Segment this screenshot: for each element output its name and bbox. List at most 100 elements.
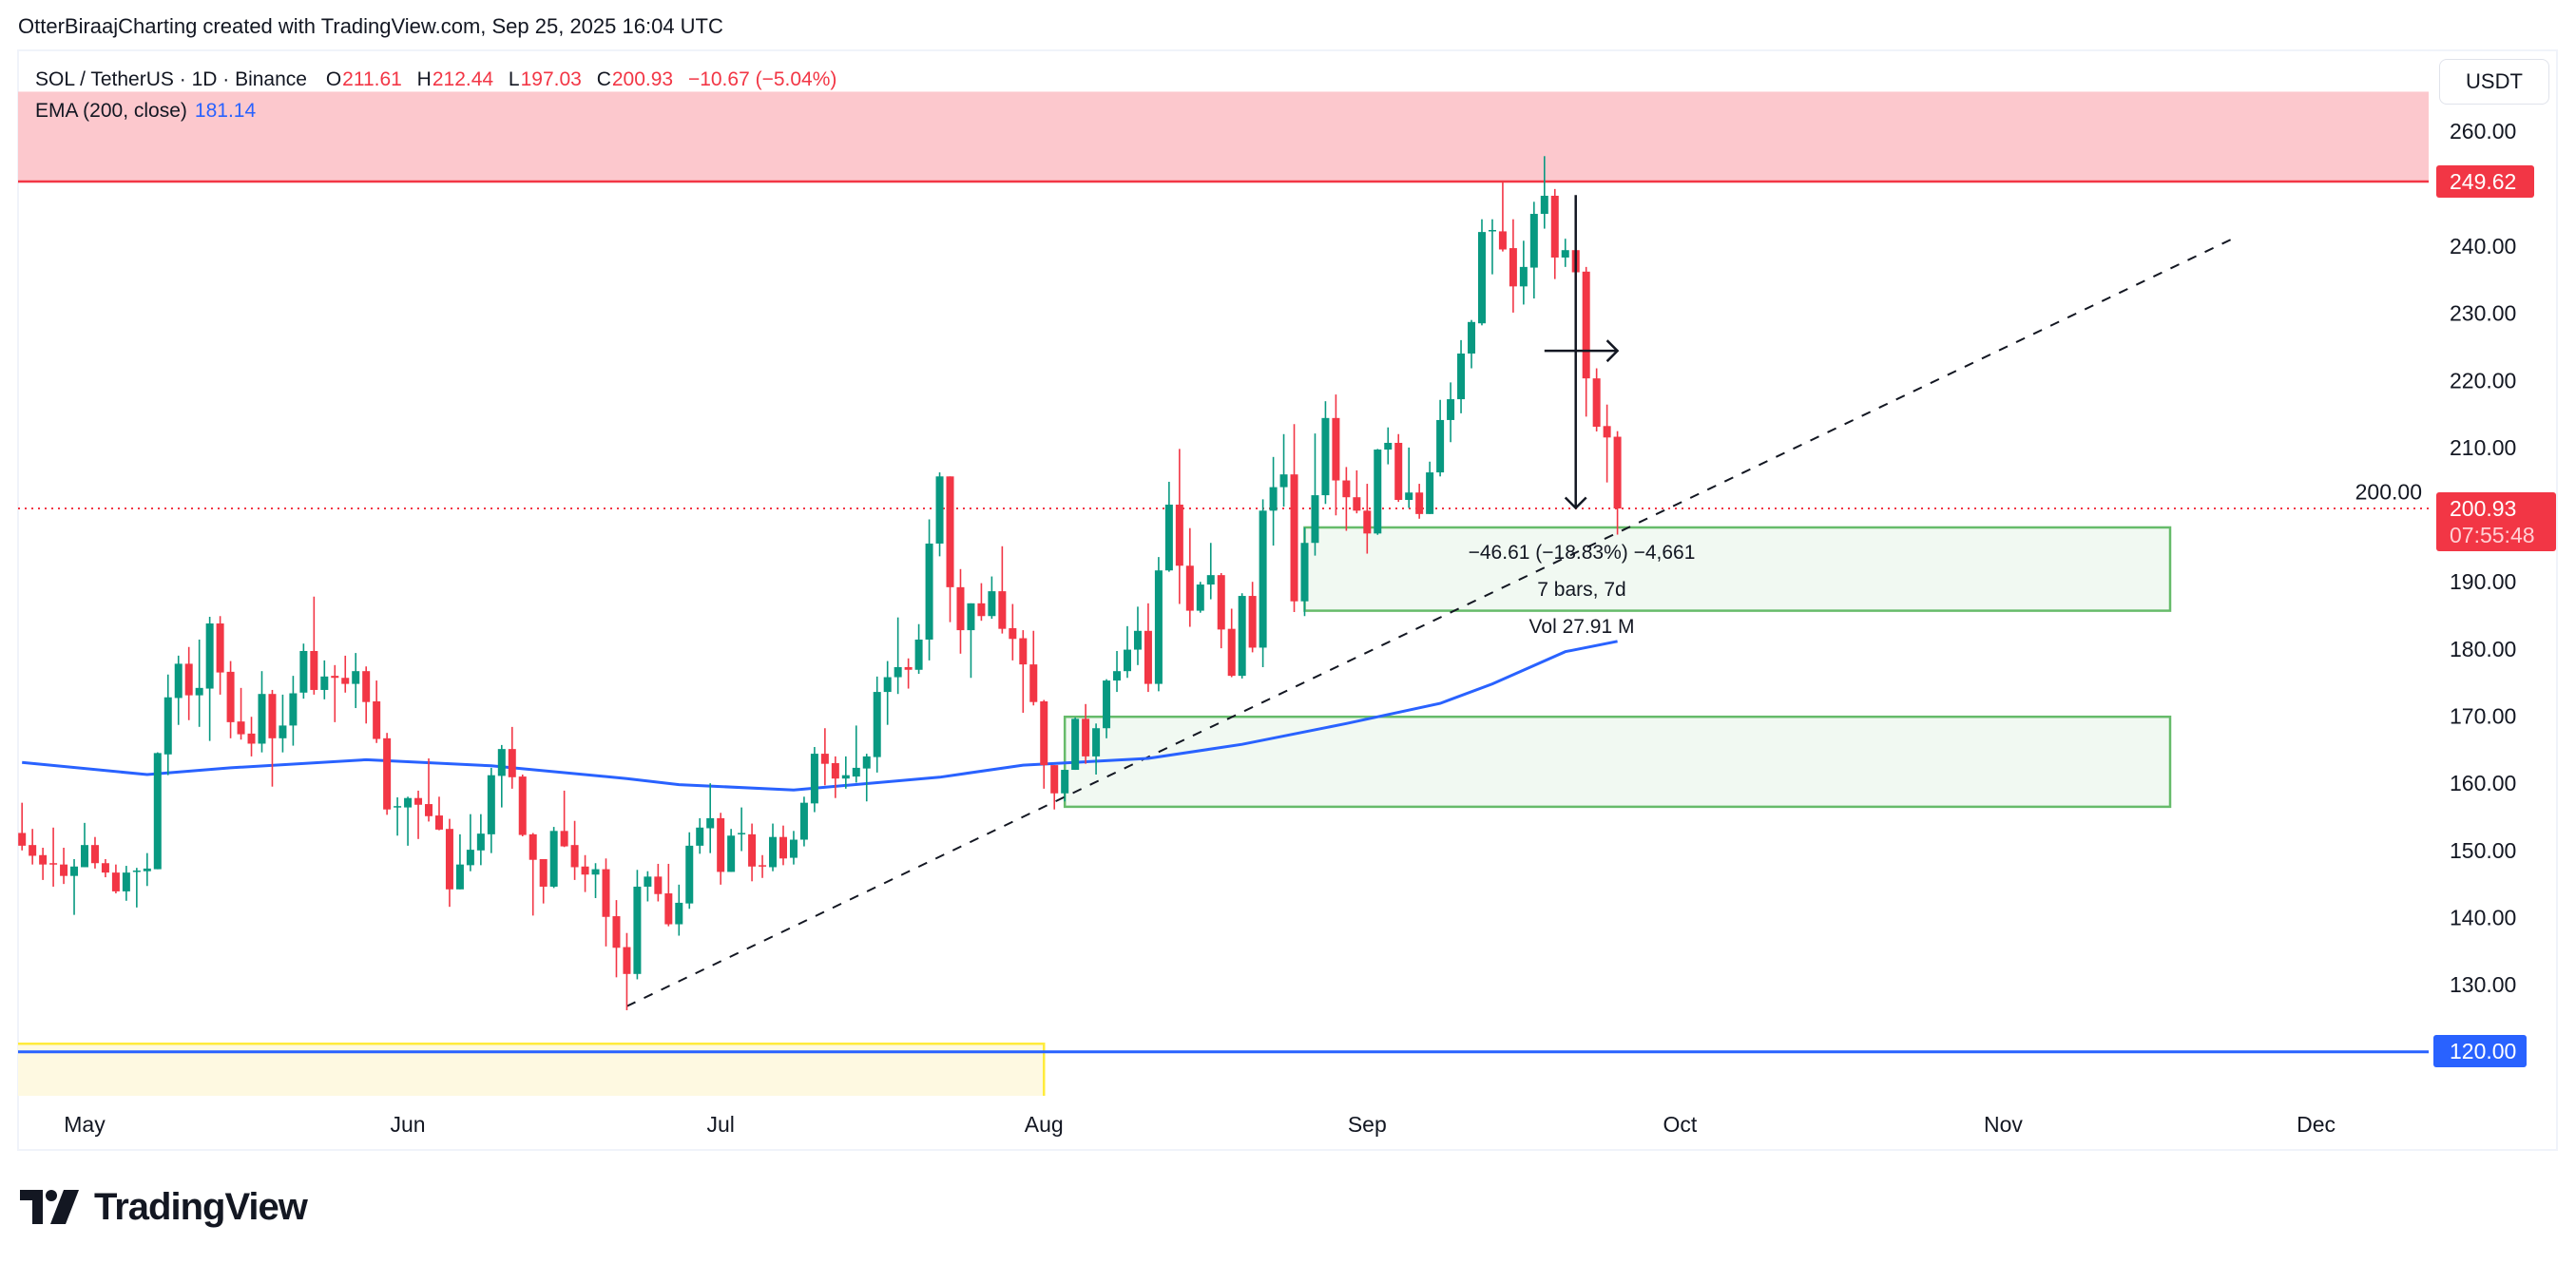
candle-body: [988, 591, 996, 617]
candle: [237, 687, 245, 740]
candle: [591, 863, 600, 898]
candle-body: [1029, 664, 1038, 702]
support-price-label: 120.00: [2433, 1035, 2527, 1067]
candle-body: [476, 833, 485, 851]
candle: [1248, 582, 1257, 653]
candle-body: [143, 868, 151, 871]
candle-body: [654, 876, 663, 894]
candle-body: [1300, 543, 1309, 602]
symbol-legend[interactable]: SOL / TetherUS · 1D · Binance O211.61 H2…: [35, 68, 846, 91]
candle-body: [1154, 570, 1163, 684]
candle-body: [759, 865, 767, 867]
candle-body: [946, 476, 954, 587]
drawings-lines: [18, 180, 2429, 1054]
candle: [1259, 499, 1267, 667]
candle: [1342, 467, 1351, 531]
price-pane[interactable]: [18, 91, 2429, 1099]
close-label: C: [596, 68, 611, 90]
symbol-name[interactable]: SOL / TetherUS · 1D · Binance: [35, 68, 307, 90]
time-tick-label: Dec: [2297, 1112, 2336, 1137]
candle-body: [39, 854, 48, 865]
candle-body: [1103, 680, 1111, 729]
candle-body: [1498, 231, 1507, 250]
candle-body: [122, 872, 130, 891]
time-tick-label: Jul: [706, 1112, 734, 1137]
candle: [414, 790, 423, 839]
candle-body: [1019, 638, 1028, 665]
low-label: L: [508, 68, 520, 90]
chart-frame: [17, 49, 2558, 1151]
candle: [1061, 770, 1069, 802]
candle: [1394, 433, 1403, 503]
candle: [373, 680, 381, 743]
candle: [738, 807, 746, 852]
ema-legend[interactable]: EMA (200, close) 181.14: [35, 100, 256, 123]
candle-body: [1061, 770, 1069, 794]
candle-body: [1374, 450, 1382, 534]
candle-body: [341, 678, 350, 684]
candle-body: [539, 858, 548, 887]
candle: [810, 747, 818, 813]
candle: [873, 676, 881, 773]
candle-body: [60, 864, 68, 876]
candle-body: [1540, 195, 1548, 215]
candle: [967, 603, 975, 679]
candle: [1050, 765, 1059, 810]
candle-body: [1269, 487, 1278, 511]
candle: [1113, 650, 1122, 693]
candle: [174, 655, 183, 725]
candle: [362, 666, 371, 724]
candle-body: [1415, 492, 1424, 514]
candle-body: [570, 845, 579, 868]
candle: [466, 814, 474, 871]
candle-body: [18, 833, 27, 846]
candle: [247, 717, 256, 756]
candle: [529, 833, 537, 916]
candle: [549, 827, 558, 889]
candle-body: [289, 693, 298, 726]
dashed-trendline: [626, 238, 2234, 1007]
candle-body: [455, 864, 464, 890]
candle: [799, 796, 808, 847]
candle: [1092, 723, 1101, 775]
candle-body: [612, 916, 621, 948]
candle-body: [1040, 700, 1048, 766]
measure-tool[interactable]: [1544, 195, 1620, 510]
candle-body: [1321, 417, 1330, 496]
ema-200-line: [22, 640, 1618, 792]
candle: [1144, 603, 1152, 693]
tradingview-logo[interactable]: TradingView: [20, 1186, 308, 1228]
currency-button[interactable]: USDT: [2439, 59, 2549, 105]
candle-body: [1603, 426, 1611, 438]
candle: [18, 802, 27, 851]
candle: [1384, 427, 1393, 465]
candle-body: [738, 833, 746, 834]
candle: [487, 767, 495, 853]
candle: [132, 868, 141, 908]
candle-body: [1279, 474, 1288, 488]
ema-label[interactable]: EMA (200, close): [35, 100, 187, 122]
candle: [1468, 319, 1476, 369]
candle: [727, 829, 736, 872]
candle-body: [894, 666, 902, 678]
candle: [675, 884, 683, 936]
candle: [654, 863, 663, 902]
candle: [508, 726, 516, 789]
candle: [1477, 219, 1486, 326]
price-axis[interactable]: 260.00 240.00 230.00 220.00 210.00 200.00 190.…: [2355, 119, 2517, 997]
candle: [1498, 182, 1507, 252]
candle-body: [1405, 492, 1413, 501]
candle: [1019, 630, 1028, 713]
candle: [341, 655, 350, 693]
candle: [1353, 469, 1361, 514]
bar-countdown-text: 07:55:48: [2450, 523, 2535, 547]
candle: [404, 796, 413, 846]
candle-body: [675, 902, 683, 925]
candle-body: [508, 749, 516, 777]
time-axis[interactable]: May Jun Jul Aug Sep Oct Nov Dec: [64, 1112, 2336, 1137]
price-tick-label: 180.00: [2450, 637, 2516, 661]
candle-body: [414, 797, 423, 805]
candle: [153, 752, 162, 870]
candle: [1103, 679, 1111, 738]
